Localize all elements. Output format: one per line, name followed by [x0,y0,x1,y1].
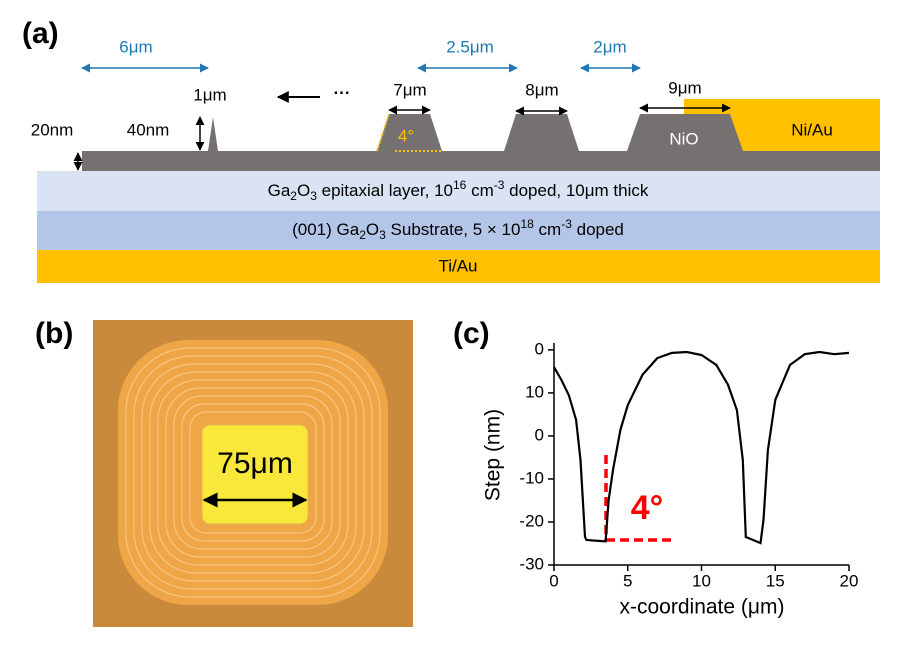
angle-label: 4° [631,489,664,527]
thickness-label: 20nm [31,120,74,139]
ellipsis: ··· [334,83,351,102]
t: cm [534,220,561,239]
nio-ring [504,114,579,151]
nio-ring [208,117,218,151]
angle-label: 4° [398,126,414,145]
t: 16 [453,178,467,192]
profile-line [553,350,850,545]
t: -3 [561,217,572,231]
t: (001) Ga [292,220,360,239]
t: 3 [379,228,386,242]
x-tick-label: 20 [840,571,859,590]
t: 18 [520,217,534,231]
y-tick-label: -10 [519,468,544,487]
t: O [366,220,379,239]
t: doped [572,220,624,239]
nio-thin-layer [82,151,880,171]
angle-guide [376,113,390,152]
y-axis-label: Step (nm) [482,409,505,501]
nio-ring [377,114,442,151]
cathode-layer [37,250,880,283]
t: cm [466,181,493,200]
epi-layer [37,171,880,211]
nio-ring [627,114,743,151]
t: O [297,181,310,200]
spacing-label: 2.5μm [446,37,494,56]
t: Ga [268,181,291,200]
height-label: 40nm [127,120,170,139]
panel-label: (a) [22,17,59,50]
panel-label: (c) [453,317,490,350]
t: Substrate, 5 × 10 [386,220,521,239]
spacing-label: 6μm [119,37,152,56]
x-axis-label: x-coordinate (μm) [620,596,785,619]
panel-a: (a) 6μm 2.5μm 2μm 4° 1μm ··· 7μm 8μm 9μm… [22,17,880,283]
panel-c: (c) x-coordinate (μm) Step (nm) 4° -30 -2… [453,317,858,619]
cathode-label: Ti/Au [438,256,477,275]
t: 3 [310,189,317,203]
t: 2 [359,228,366,242]
size-label: 75μm [217,447,293,480]
y-tick-label: 0 [535,339,544,358]
y-tick-label: -30 [519,554,544,573]
anode-label: Ni/Au [791,120,833,139]
width-label: 7μm [393,80,426,99]
x-tick-label: 15 [766,571,785,590]
width-label: 8μm [525,80,558,99]
epi-label: Ga2O3 epitaxial layer, 1016 cm-3 doped, … [268,178,649,203]
substrate-layer [37,211,880,250]
y-tick-label: 0 [535,425,544,444]
t: -3 [494,178,505,192]
substrate-label: (001) Ga2O3 Substrate, 5 × 1018 cm-3 dop… [292,217,624,242]
nio-label: NiO [669,129,698,148]
spacing-label: 2μm [593,37,626,56]
t: epitaxial layer, 10 [317,181,453,200]
x-tick-label: 5 [623,571,632,590]
panel-label: (b) [35,317,73,350]
micrograph [93,320,413,627]
t: doped, 10μm thick [504,181,648,200]
width-label: 1μm [193,85,226,104]
y-tick-label: -20 [519,511,544,530]
x-tick-label: 0 [549,571,558,590]
rings [125,347,381,598]
x-tick-label: 10 [692,571,711,590]
width-label: 9μm [668,78,701,97]
y-tick-label: 10 [525,382,544,401]
panel-b: (b) 75μm [35,317,413,627]
t: 2 [290,189,297,203]
